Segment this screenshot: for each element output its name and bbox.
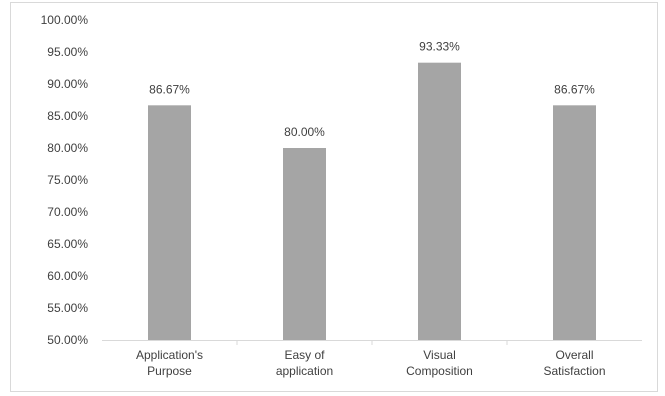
data-label: 93.33% (419, 40, 460, 54)
bar (283, 148, 326, 340)
y-tick-label: 85.00% (47, 109, 88, 123)
y-tick-label: 90.00% (47, 77, 88, 91)
x-category-label: Easy of application (276, 348, 333, 378)
y-tick-label: 60.00% (47, 269, 88, 283)
x-category-label-line: Satisfaction (543, 364, 605, 378)
y-tick-label: 95.00% (47, 45, 88, 59)
data-label: 86.67% (554, 82, 595, 96)
bar (148, 105, 191, 340)
x-category-label-line: Easy of (284, 348, 325, 362)
x-category-label-line: Composition (406, 364, 473, 378)
x-category-label: Visual Composition (406, 348, 473, 378)
x-category-label-line: application (276, 364, 333, 378)
y-tick-label: 55.00% (47, 301, 88, 315)
x-category-label-line: Visual (423, 348, 455, 362)
x-category-label-line: Overall (555, 348, 593, 362)
y-tick-label: 50.00% (47, 333, 88, 347)
y-tick-label: 80.00% (47, 141, 88, 155)
x-category-label-line: Application's (136, 348, 203, 362)
y-tick-label: 70.00% (47, 205, 88, 219)
y-tick-label: 65.00% (47, 237, 88, 251)
bar (553, 105, 596, 340)
y-tick-label: 100.00% (41, 13, 89, 27)
x-category-label-line: Purpose (147, 364, 192, 378)
bar (418, 63, 461, 340)
data-label: 86.67% (149, 82, 190, 96)
data-label: 80.00% (284, 125, 325, 139)
y-tick-label: 75.00% (47, 173, 88, 187)
x-category-label: Overall Satisfaction (543, 348, 605, 378)
x-category-label: Application's Purpose (136, 348, 203, 378)
